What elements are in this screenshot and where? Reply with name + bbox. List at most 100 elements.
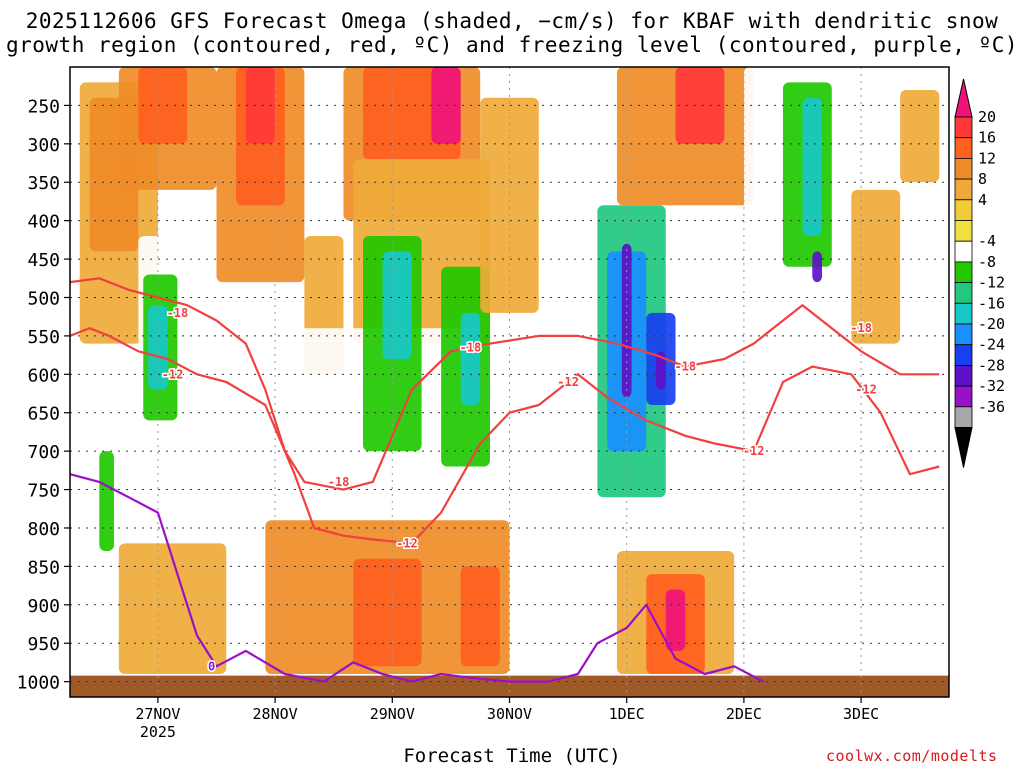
contour-labels: -18 -12 0 -18 -12 -18 -12 -18 -12 -18 -12 (160, 304, 878, 674)
colorbar-label: -32 (978, 377, 1005, 395)
colorbar-label: 12 (978, 149, 996, 167)
y-tick-label: 800 (27, 519, 60, 540)
colorbar-label: 16 (978, 129, 996, 147)
colorbar-segment (954, 137, 973, 159)
omega-cell (353, 558, 422, 667)
y-tick-label: 300 (27, 135, 60, 156)
x-tick-label: 1DEC (609, 705, 645, 723)
colorbar-label: -4 (978, 232, 996, 250)
colorbar-segment (954, 282, 973, 304)
x-tick-sublabel: 2025 (140, 723, 176, 741)
omega-cell (656, 351, 666, 390)
omega-cell (187, 297, 217, 513)
y-axis: 250 300 350 400 450 500 550 600 650 700 750 800 850 9… (17, 96, 70, 694)
y-tick-label: 650 (27, 404, 60, 425)
omega-cell (245, 67, 276, 144)
contour-label: -18 (460, 340, 482, 354)
y-tick-label: 750 (27, 481, 60, 502)
colorbar-label: -24 (978, 336, 1005, 354)
colorbar-label: 20 (978, 108, 996, 126)
colorbar-bottom-arrow (954, 427, 973, 468)
omega-cell (802, 97, 823, 237)
y-tick-label: 950 (27, 634, 60, 655)
colorbar-segment (954, 302, 973, 325)
colorbar-segment (954, 240, 973, 263)
contour-label: -12 (743, 444, 765, 458)
contour-label: -12 (396, 536, 418, 550)
y-tick-label: 350 (27, 173, 60, 194)
gridlines (70, 67, 949, 697)
omega-cell (460, 566, 500, 667)
y-tick-label: 450 (27, 250, 60, 271)
omega-cell (538, 189, 578, 452)
colorbar-segment (954, 220, 973, 242)
contour-label: -18 (167, 306, 189, 320)
colorbar-segment (954, 178, 973, 201)
contour-label: 0 (208, 659, 215, 673)
terrain-band (70, 675, 949, 697)
contour-label: -18 (328, 475, 350, 489)
colorbar-label: -16 (978, 294, 1005, 312)
y-tick-label: 400 (27, 212, 60, 233)
omega-cell (99, 451, 114, 552)
colorbar: 20 16 12 8 4 -4 -8 -12 -16 -20 -24 -28 -32 -36 (954, 78, 1005, 468)
colorbar-segment (954, 261, 973, 283)
colorbar-segment (954, 344, 973, 366)
colorbar-label: 4 (978, 191, 987, 209)
y-tick-label: 550 (27, 327, 60, 348)
colorbar-segment (954, 116, 973, 139)
x-tick-label: 29NOV (370, 705, 415, 723)
contour-lines (69, 277, 940, 683)
colorbar-label: -20 (978, 315, 1005, 333)
omega-cell (665, 589, 686, 651)
y-tick-label: 850 (27, 557, 60, 578)
x-tick-label: 2DEC (726, 705, 762, 723)
terrain-layer (70, 675, 949, 697)
colorbar-segment (954, 406, 973, 428)
omega-cell (675, 67, 725, 144)
chart-title-line1: 2025112606 GFS Forecast Omega (shaded, −… (25, 9, 999, 33)
omega-shading (79, 67, 940, 674)
omega-cell (138, 67, 188, 144)
omega-cell (773, 604, 930, 674)
colorbar-segment (954, 364, 973, 387)
colorbar-label: -8 (978, 253, 996, 271)
x-tick-label: 27NOV (135, 705, 180, 723)
omega-cell (460, 312, 481, 406)
source-credit: coolwx.com/modelts (826, 747, 998, 765)
y-tick-label: 250 (27, 96, 60, 117)
contour-label: -12 (162, 367, 184, 381)
omega-cell (900, 220, 940, 406)
colorbar-label: -12 (978, 274, 1005, 292)
y-tick-label: 700 (27, 442, 60, 463)
x-tick-label: 30NOV (487, 705, 532, 723)
x-tick-label: 3DEC (843, 705, 879, 723)
colorbar-segment (954, 385, 973, 408)
omega-cell (812, 251, 823, 283)
colorbar-top-arrow (954, 78, 973, 118)
colorbar-label: -28 (978, 356, 1005, 374)
y-tick-label: 900 (27, 596, 60, 617)
contour-line-0 (69, 473, 764, 683)
colorbar-segment (954, 199, 973, 221)
contour-label: -12 (557, 375, 579, 389)
y-tick-label: 500 (27, 288, 60, 309)
y-tick-label: 600 (27, 365, 60, 386)
contour-line-minus12 (69, 327, 940, 545)
colorbar-segment (954, 157, 973, 180)
omega-cell (382, 251, 412, 359)
contour-line-minus18 (69, 277, 940, 491)
y-tick-label: 1000 (17, 673, 60, 694)
x-axis-label: Forecast Time (UTC) (403, 745, 621, 767)
x-tick-label: 28NOV (253, 705, 298, 723)
colorbar-label: 8 (978, 170, 987, 188)
colorbar-label: -36 (978, 398, 1005, 416)
omega-cell (851, 189, 901, 344)
contour-label: -12 (855, 383, 877, 397)
contour-label: -18 (850, 321, 872, 335)
chart-title-line2: growth region (contoured, red, ºC) and f… (5, 33, 1019, 57)
contour-label: -18 (674, 360, 696, 374)
omega-cell (900, 90, 940, 183)
